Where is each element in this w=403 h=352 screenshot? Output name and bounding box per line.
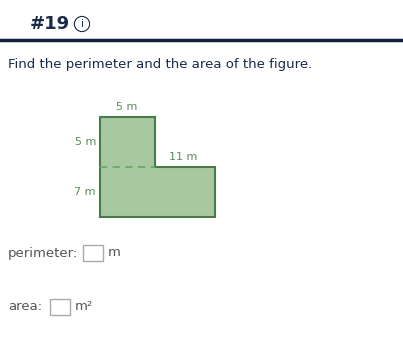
Text: #19: #19 [30, 15, 70, 33]
Text: 5 m: 5 m [75, 137, 96, 147]
FancyBboxPatch shape [50, 299, 70, 315]
Text: 7 m: 7 m [75, 187, 96, 197]
FancyBboxPatch shape [83, 245, 103, 261]
Text: i: i [81, 19, 83, 29]
Text: 5 m: 5 m [116, 102, 138, 112]
Polygon shape [100, 117, 215, 217]
Text: 11 m: 11 m [169, 152, 197, 162]
Text: m: m [108, 246, 121, 259]
Text: area:: area: [8, 301, 42, 314]
Text: m²: m² [75, 301, 93, 314]
Text: perimeter:: perimeter: [8, 246, 78, 259]
Text: Find the perimeter and the area of the figure.: Find the perimeter and the area of the f… [8, 58, 312, 71]
